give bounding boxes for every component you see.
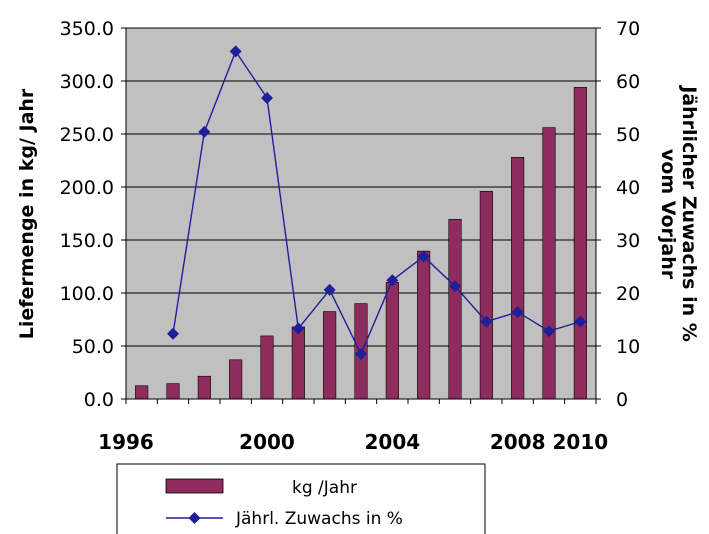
right-axis-ticks: 0 10 20 30 40 50 60 70 (616, 18, 640, 411)
line-point (261, 91, 273, 104)
line-point (292, 322, 305, 335)
right-tick-label: 50 (616, 124, 640, 146)
right-tick-label: 60 (616, 71, 640, 93)
bar (385, 282, 399, 400)
line-point (167, 327, 179, 340)
bar (323, 311, 337, 400)
line-point (449, 280, 461, 293)
line-series (167, 45, 587, 360)
x-tick-label: 2000 (239, 430, 295, 454)
bar (260, 335, 274, 400)
line-point (355, 347, 367, 360)
bar (542, 127, 556, 400)
line-point (574, 315, 587, 328)
bar (229, 359, 243, 400)
bar (135, 385, 149, 400)
bar (291, 326, 305, 400)
x-tick-label: 2010 (552, 430, 608, 454)
line-point (229, 45, 242, 58)
left-axis-ticks: 0.0 50.0 100.0 150.0 200.0 250.0 300.0 350.0 (60, 18, 114, 411)
bar (511, 157, 525, 400)
line-point (543, 325, 555, 338)
left-axis-title: Liefermenge in kg/ Jahr (16, 88, 38, 339)
left-tick-label: 150.0 (60, 230, 114, 252)
line-point (480, 315, 493, 328)
left-tick-label: 250.0 (60, 124, 114, 146)
legend-bar-swatch (165, 478, 224, 494)
line-point (417, 250, 430, 263)
right-tick-label: 20 (616, 283, 640, 305)
right-tick-label: 10 (616, 336, 640, 358)
right-axis-title-line-1: Jährlicher Zuwachs in % (678, 84, 700, 342)
grid-lines (126, 27, 596, 347)
x-axis-ticks: 1996 2000 2004 2008 2010 (98, 430, 608, 454)
x-tick-label: 2004 (364, 430, 420, 454)
legend-diamond-marker (188, 512, 201, 524)
right-tick-label: 70 (616, 18, 640, 40)
bar (573, 87, 587, 400)
left-tick-label: 100.0 (60, 283, 114, 305)
left-tick-label: 350.0 (60, 18, 114, 40)
x-tick-label: 1996 (98, 430, 154, 454)
bar (479, 190, 493, 400)
legend-line-label: Jährl. Zuwachs in % (235, 509, 403, 529)
left-tick-label: 50.0 (72, 336, 114, 358)
legend: kg /Jahr Jährl. Zuwachs in % (116, 463, 486, 534)
right-axis-title: Jährlicher Zuwachs in % vom Vorjahr (657, 84, 700, 342)
line-point (198, 125, 211, 138)
left-tick-label: 200.0 (60, 177, 114, 199)
bar (166, 383, 180, 400)
line-point (386, 274, 399, 287)
legend-box (116, 463, 486, 534)
legend-bar-label: kg /Jahr (292, 478, 357, 498)
axes (121, 27, 601, 404)
left-tick-label: 0.0 (84, 389, 114, 411)
bar (197, 375, 211, 400)
line-point (323, 283, 336, 296)
x-tick-label: 2008 (490, 430, 546, 454)
line-path (172, 49, 581, 356)
bar (417, 250, 431, 400)
line-point (511, 306, 524, 319)
right-axis-title-line-2: vom Vorjahr (657, 149, 679, 280)
right-tick-label: 30 (616, 230, 640, 252)
left-tick-label: 300.0 (60, 71, 114, 93)
right-tick-label: 40 (616, 177, 640, 199)
bar (448, 219, 462, 400)
right-tick-label: 0 (616, 389, 628, 411)
